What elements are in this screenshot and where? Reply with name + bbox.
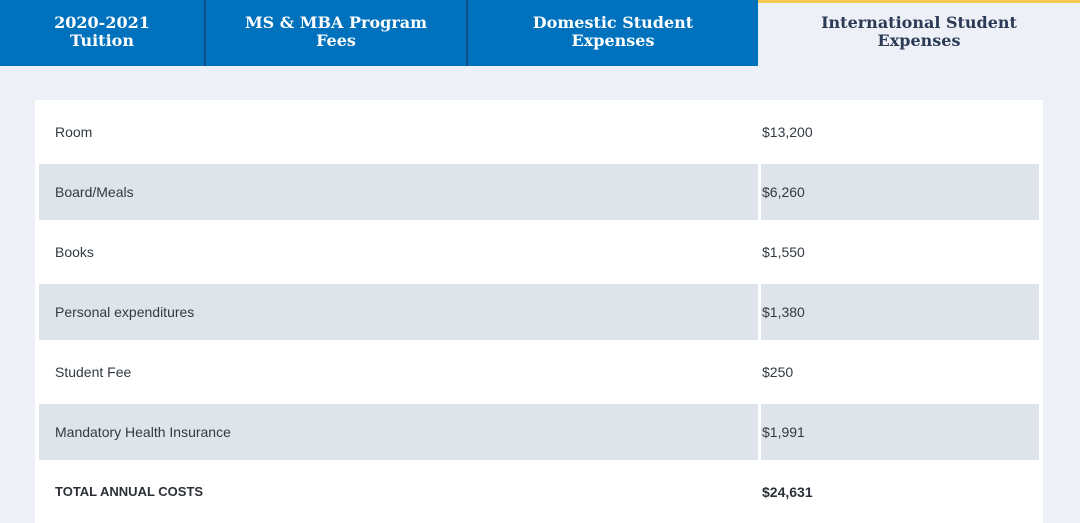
row-label: Board/Meals [55, 184, 134, 200]
total-row: TOTAL ANNUAL COSTS $24,631 [39, 464, 1039, 520]
row-value: $1,550 [762, 244, 805, 260]
tab-program-fees-label: MS & MBA Program Fees [244, 13, 428, 50]
column-divider [758, 344, 761, 400]
row-label: Room [55, 124, 93, 140]
row-value: $13,200 [762, 124, 813, 140]
table-row: Room $13,200 [39, 104, 1039, 160]
column-divider [758, 164, 761, 220]
table-row: Books $1,550 [39, 224, 1039, 280]
tab-international-expenses[interactable]: International Student Expenses [758, 0, 1080, 66]
table-row: Personal expenditures $1,380 [39, 284, 1039, 340]
table-row: Student Fee $250 [39, 344, 1039, 400]
total-label: TOTAL ANNUAL COSTS [55, 484, 204, 499]
table-row: Board/Meals $6,260 [39, 164, 1039, 220]
column-divider [758, 464, 761, 520]
tab-domestic-expenses[interactable]: Domestic Student Expenses [468, 0, 758, 66]
column-divider [758, 404, 761, 460]
tab-bar: 2020-2021 Tuition MS & MBA Program Fees … [0, 0, 1080, 66]
column-divider [758, 104, 761, 160]
total-value: $24,631 [762, 484, 813, 500]
row-value: $250 [762, 364, 794, 380]
row-value: $6,260 [762, 184, 805, 200]
tab-tuition[interactable]: 2020-2021 Tuition [0, 0, 204, 66]
tab-domestic-expenses-label: Domestic Student Expenses [532, 13, 694, 50]
tab-international-expenses-label: International Student Expenses [821, 13, 1017, 50]
tab-separator [466, 0, 468, 66]
column-divider [758, 224, 761, 280]
expenses-table: Room $13,200 Board/Meals $6,260 Books $1… [35, 100, 1043, 523]
tab-tuition-label: 2020-2021 Tuition [54, 13, 150, 50]
row-label: Personal expenditures [55, 304, 195, 320]
table-row: Mandatory Health Insurance $1,991 [39, 404, 1039, 460]
row-value: $1,380 [762, 304, 805, 320]
tab-separator [204, 0, 206, 66]
column-divider [758, 284, 761, 340]
row-label: Mandatory Health Insurance [55, 424, 231, 440]
row-value: $1,991 [762, 424, 805, 440]
tab-program-fees[interactable]: MS & MBA Program Fees [206, 0, 466, 66]
row-label: Student Fee [55, 364, 132, 380]
row-label: Books [55, 244, 94, 260]
